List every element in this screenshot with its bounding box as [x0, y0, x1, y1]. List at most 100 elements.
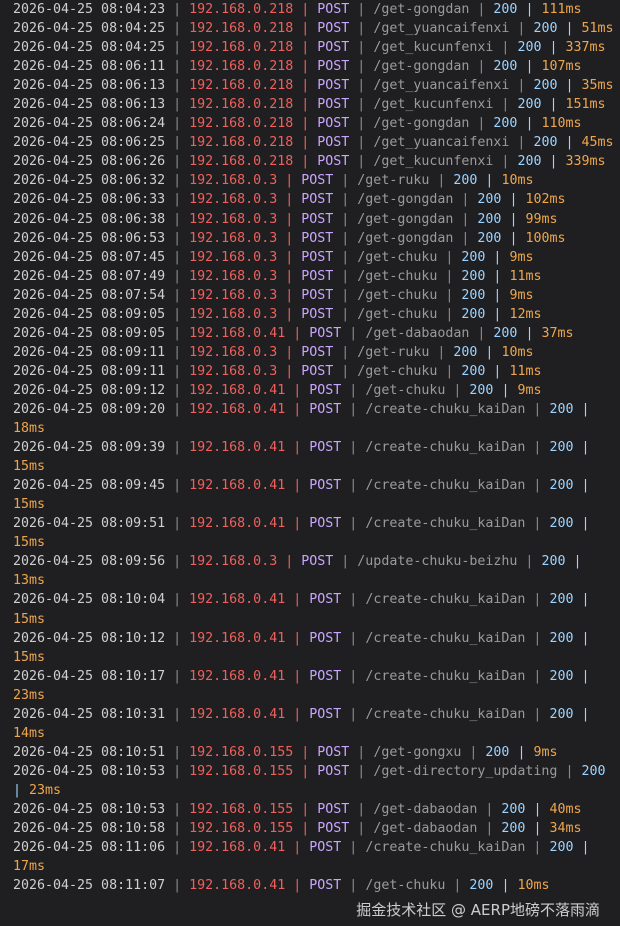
log-path: /create-chuku_kaiDan: [365, 630, 526, 646]
log-duration: 111ms: [541, 2, 582, 17]
log-status: 200: [477, 211, 502, 227]
log-line: 2026-04-25 08:10:53 | 192.168.0.155 | PO…: [13, 762, 616, 800]
log-method: POST: [301, 211, 334, 227]
log-duration: 15ms: [13, 459, 46, 475]
log-line: 2026-04-25 08:07:49 | 192.168.0.3 | POST…: [13, 267, 616, 286]
log-ip: 192.168.0.3: [189, 192, 278, 208]
separator: |: [557, 135, 582, 151]
separator: |: [165, 211, 190, 227]
log-path: /get_yuancaifenxi: [373, 21, 510, 37]
log-ip: 192.168.0.155: [189, 763, 294, 779]
log-path: /create-chuku_kaiDan: [365, 401, 526, 417]
separator: |: [165, 478, 190, 494]
separator: |: [341, 630, 366, 646]
log-path: /get-gongdan: [373, 59, 470, 75]
separator: |: [165, 287, 190, 303]
log-ip: 192.168.0.218: [189, 59, 294, 75]
log-path: /get-chuku: [365, 878, 446, 894]
log-status: 200: [533, 135, 558, 151]
log-method: POST: [309, 706, 342, 722]
separator: |: [165, 668, 190, 684]
separator: |: [165, 516, 190, 532]
log-path: /get-dabaodan: [373, 821, 478, 837]
separator: |: [165, 763, 190, 779]
log-duration: 9ms: [509, 249, 534, 265]
separator: |: [341, 440, 366, 456]
log-ip: 192.168.0.41: [189, 325, 286, 341]
separator: |: [165, 154, 190, 170]
log-status: 200: [485, 744, 510, 760]
log-timestamp: 2026-04-25 08:04:25: [13, 21, 166, 37]
separator: |: [509, 744, 534, 760]
log-timestamp: 2026-04-25 08:10:53: [13, 763, 166, 779]
separator: |: [517, 554, 542, 570]
log-duration: 15ms: [13, 649, 46, 665]
log-path: /get_kucunfenxi: [373, 97, 494, 113]
log-line: 2026-04-25 08:09:12 | 192.168.0.41 | POS…: [13, 381, 616, 400]
separator: |: [453, 211, 478, 227]
log-method: POST: [309, 325, 342, 341]
separator: |: [333, 287, 358, 303]
log-status: 200: [549, 840, 574, 856]
separator: |: [517, 59, 542, 75]
log-timestamp: 2026-04-25 08:09:11: [13, 344, 166, 360]
log-method: POST: [301, 554, 334, 570]
separator: |: [165, 40, 190, 56]
separator: |: [573, 630, 598, 646]
log-timestamp: 2026-04-25 08:10:04: [13, 592, 166, 608]
log-method: POST: [317, 21, 350, 37]
separator: |: [165, 192, 190, 208]
log-path: /get_kucunfenxi: [373, 154, 494, 170]
log-duration: 23ms: [29, 782, 62, 798]
separator: |: [525, 592, 550, 608]
log-timestamp: 2026-04-25 08:09:56: [13, 554, 166, 570]
log-duration: 34ms: [549, 821, 582, 837]
separator: |: [165, 97, 190, 113]
separator: |: [573, 706, 598, 722]
separator: |: [349, 21, 374, 37]
log-status: 200: [533, 21, 558, 37]
log-line: 2026-04-25 08:06:53 | 192.168.0.3 | POST…: [13, 229, 616, 248]
log-method: POST: [301, 363, 334, 379]
separator: |: [165, 116, 190, 132]
log-line: 2026-04-25 08:09:05 | 192.168.0.41 | POS…: [13, 324, 616, 343]
log-duration: 40ms: [549, 801, 582, 817]
separator: |: [453, 192, 478, 208]
log-ip: 192.168.0.41: [189, 592, 286, 608]
separator: |: [285, 840, 310, 856]
log-line: 2026-04-25 08:06:11 | 192.168.0.218 | PO…: [13, 57, 616, 76]
separator: |: [341, 401, 366, 417]
separator: |: [341, 592, 366, 608]
separator: |: [333, 211, 358, 227]
log-ip: 192.168.0.3: [189, 344, 278, 360]
log-timestamp: 2026-04-25 08:09:12: [13, 382, 166, 398]
separator: |: [277, 230, 302, 246]
separator: |: [341, 478, 366, 494]
log-method: POST: [317, 40, 350, 56]
separator: |: [509, 21, 534, 37]
log-method: POST: [317, 821, 350, 837]
separator: |: [349, 821, 374, 837]
separator: |: [277, 192, 302, 208]
log-status: 200: [469, 382, 494, 398]
separator: |: [333, 249, 358, 265]
log-method: POST: [309, 878, 342, 894]
separator: |: [349, 135, 374, 151]
separator: |: [341, 325, 366, 341]
log-status: 200: [549, 478, 574, 494]
separator: |: [341, 668, 366, 684]
separator: |: [469, 325, 494, 341]
log-status: 200: [477, 192, 502, 208]
separator: |: [165, 306, 190, 322]
log-duration: 102ms: [525, 192, 566, 208]
log-status: 200: [501, 821, 526, 837]
log-status: 200: [549, 592, 574, 608]
log-duration: 15ms: [13, 535, 46, 551]
separator: |: [333, 306, 358, 322]
log-method: POST: [309, 516, 342, 532]
log-timestamp: 2026-04-25 08:10:58: [13, 821, 166, 837]
log-path: /get-gongdan: [357, 192, 454, 208]
separator: |: [501, 211, 526, 227]
separator: |: [333, 230, 358, 246]
log-method: POST: [317, 763, 350, 779]
